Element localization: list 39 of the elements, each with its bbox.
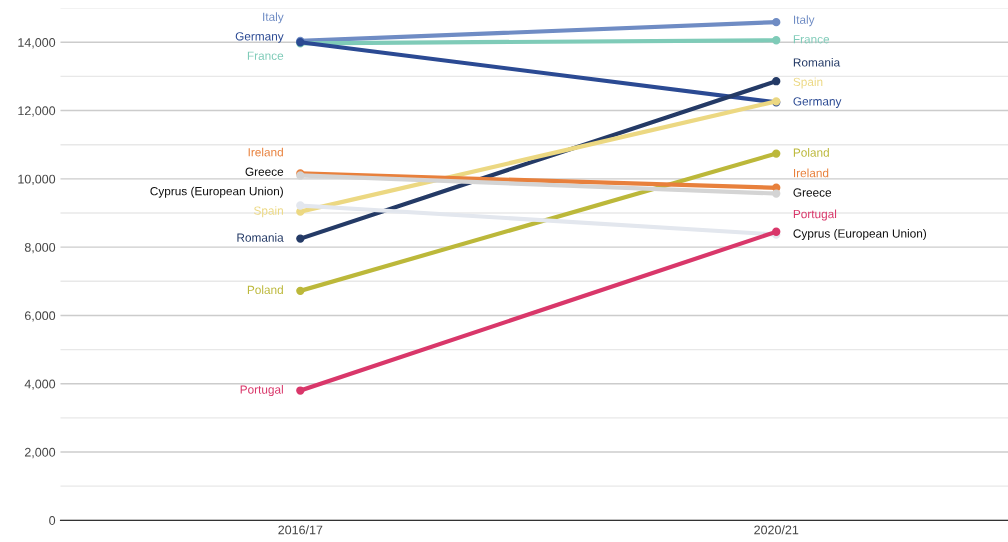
text: France: [247, 51, 284, 60]
point: [296, 234, 305, 243]
series-label: Romania: [237, 233, 284, 242]
series-label: Cyprus (European Union): [793, 229, 927, 241]
y-tick-label: 2,000: [24, 447, 56, 459]
series-label: Germany: [235, 32, 284, 43]
point: [296, 201, 305, 210]
point: [772, 77, 781, 86]
series-label: France: [793, 35, 830, 44]
text: Poland: [793, 148, 829, 157]
point: [772, 36, 781, 45]
y-tick-label: 14,000: [18, 38, 56, 49]
text: Greece: [793, 188, 832, 197]
text: Germany: [793, 97, 842, 108]
point: [296, 286, 305, 296]
text: Cyprus (European Union): [150, 186, 283, 198]
x-tick-label: 2016/17: [278, 525, 323, 535]
text: Italy: [263, 12, 284, 24]
text: Ireland: [248, 147, 283, 157]
series-label: Ireland: [793, 168, 829, 178]
series-label: Poland: [247, 285, 283, 295]
point: [772, 149, 781, 158]
text: Romania: [793, 57, 841, 67]
series-label: Greece: [245, 167, 284, 176]
y-tick-label: 10,000: [18, 174, 56, 185]
point: [296, 386, 305, 395]
y-tick-label: 0: [49, 516, 56, 525]
series-label: Portugal: [240, 385, 283, 397]
x-tick-label: 2020/21: [754, 525, 799, 535]
y-tick-label: 12,000: [18, 106, 56, 117]
series-label: Italy: [793, 15, 815, 27]
y-tick-label: 8,000: [24, 242, 56, 254]
y-tick-label: 4,000: [24, 379, 56, 390]
text: Spain: [793, 77, 823, 89]
text: Portugal: [793, 209, 837, 221]
point: [772, 17, 781, 27]
series-label: Spain: [254, 206, 283, 218]
y-tick-label: 6,000: [24, 311, 56, 322]
point: [772, 189, 781, 198]
